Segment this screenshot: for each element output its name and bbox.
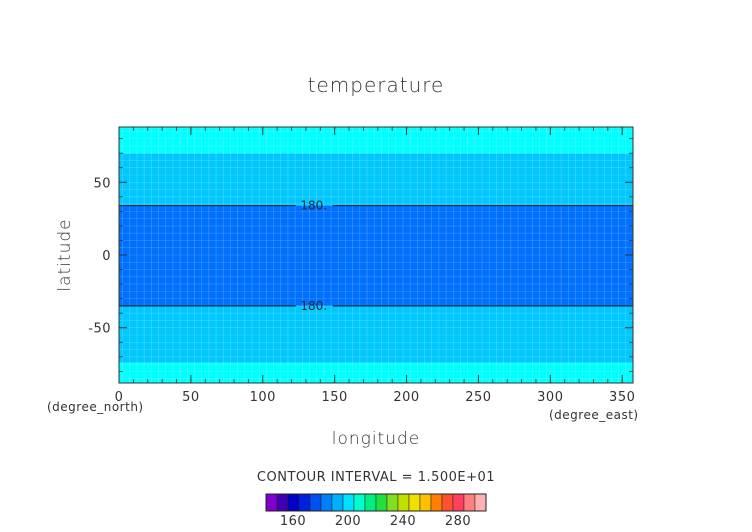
x-axis-ticks: 0 50 100 150 200 250 300 350: [115, 127, 635, 405]
colorbar-label: 200: [335, 514, 361, 529]
colorbar-swatch-16: [441, 493, 454, 512]
colorbar-swatch-6: [331, 493, 344, 512]
colorbar-swatch-5: [320, 493, 333, 512]
colorbar-swatch-7: [342, 493, 355, 512]
x-tick-label: 0: [115, 390, 124, 405]
colorbar-swatch-13: [408, 493, 421, 512]
contour-label-0: 180.: [300, 199, 327, 213]
colorbar-label: 280: [445, 514, 471, 529]
x-tick-label: 300: [537, 390, 563, 405]
colorbar-swatch-14: [419, 493, 432, 512]
x-tick-label: 150: [322, 390, 348, 405]
colorbar-swatch-3: [298, 493, 311, 512]
colorbar-swatch-18: [463, 493, 476, 512]
colorbar-frame: [265, 493, 487, 512]
temperature-bands: [119, 127, 633, 383]
x-unit-label: (degree_east): [549, 408, 639, 422]
colorbar: [265, 493, 487, 512]
y-tick-label: -50: [88, 322, 111, 337]
colorbar-swatch-2: [287, 493, 300, 512]
x-tick-label: 50: [182, 390, 200, 405]
colorbar-swatch-4: [309, 493, 322, 512]
band-1: [119, 305, 633, 363]
colorbar-swatch-15: [430, 493, 443, 512]
y-axis-ticks: -50 0 50: [88, 138, 633, 372]
contour-lines: 180. 180.: [119, 199, 633, 313]
colorbar-swatch-0: [265, 493, 278, 512]
band-0: [119, 362, 633, 383]
chart-title: temperature: [308, 73, 445, 97]
band-2: [119, 205, 633, 306]
colorbar-swatch-17: [452, 493, 465, 512]
x-tick-label: 350: [609, 390, 635, 405]
colorbar-swatch-19: [474, 493, 487, 512]
x-tick-label: 200: [393, 390, 419, 405]
x-tick-label: 250: [465, 390, 491, 405]
contour-interval-text: CONTOUR INTERVAL = 1.500E+01: [257, 470, 495, 485]
colorbar-swatch-9: [364, 493, 377, 512]
x-axis-label: longitude: [332, 429, 421, 449]
band-3: [119, 153, 633, 206]
colorbar-swatch-12: [397, 493, 410, 512]
colorbar-label: 240: [390, 514, 416, 529]
colorbar-swatch-10: [375, 493, 388, 512]
x-tick-label: 100: [250, 390, 276, 405]
contour-label-1: 180.: [300, 299, 327, 313]
colorbar-swatch-8: [353, 493, 366, 512]
y-tick-label: 50: [93, 176, 111, 191]
y-axis-label: latitude: [55, 218, 75, 291]
colorbar-swatch-11: [386, 493, 399, 512]
y-tick-label: 0: [102, 249, 111, 264]
band-4: [119, 127, 633, 154]
y-unit-label: (degree_north): [47, 400, 144, 414]
colorbar-label: 160: [280, 514, 306, 529]
colorbar-swatch-1: [276, 493, 289, 512]
colorbar-labels: 160 200 240 280: [280, 514, 471, 529]
